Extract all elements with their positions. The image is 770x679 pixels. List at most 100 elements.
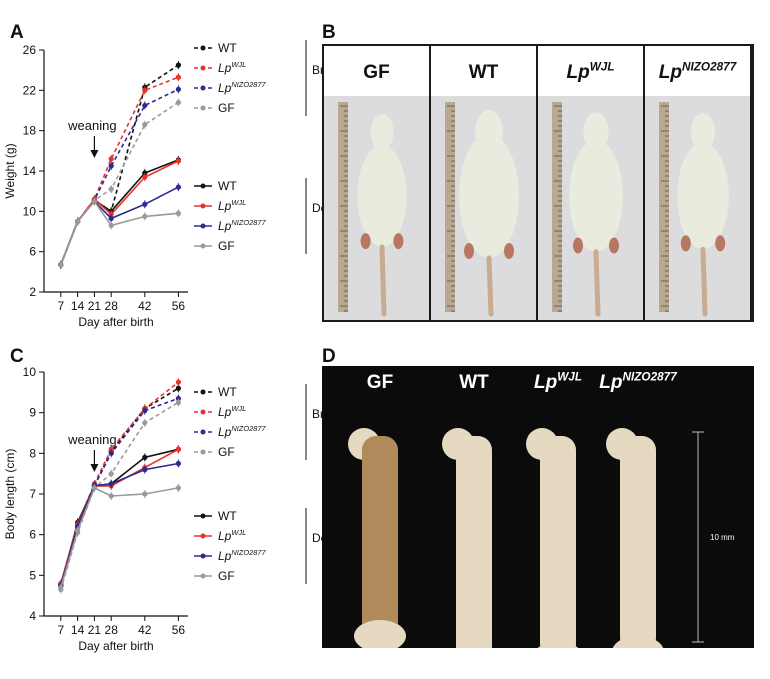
x-axis-label: Day after birth xyxy=(78,315,153,329)
data-point xyxy=(175,399,181,406)
series-line xyxy=(60,448,179,584)
series-line xyxy=(60,486,179,588)
weaning-annotation: weaning xyxy=(67,432,116,447)
x-tick-label: 28 xyxy=(105,623,119,637)
y-tick-label: 8 xyxy=(29,446,36,460)
series-line xyxy=(60,381,179,584)
x-tick-label: 7 xyxy=(57,299,64,313)
data-point xyxy=(142,467,148,473)
legend-entry: LpWJL xyxy=(218,404,246,419)
data-point xyxy=(142,201,148,207)
data-point xyxy=(75,218,81,225)
data-point xyxy=(58,262,64,268)
data-point xyxy=(108,450,114,456)
series-line xyxy=(60,64,179,266)
data-point xyxy=(175,86,181,92)
x-tick-label: 56 xyxy=(172,299,186,313)
legend-entry: LpNIZO2877 xyxy=(218,218,267,233)
mouse-foot xyxy=(464,243,474,259)
legend-marker xyxy=(200,553,206,559)
legend-marker xyxy=(200,243,206,249)
legend-marker xyxy=(200,105,206,111)
y-tick-label: 4 xyxy=(29,609,36,623)
ruler xyxy=(338,102,348,312)
data-point xyxy=(142,213,148,219)
legend-marker xyxy=(200,389,206,395)
data-point xyxy=(108,186,114,192)
data-point xyxy=(58,584,64,591)
legend-marker xyxy=(200,85,206,91)
data-point xyxy=(175,158,181,164)
mouse-tail xyxy=(593,249,601,317)
y-tick-label: 26 xyxy=(23,43,37,57)
femur-shaft xyxy=(362,436,398,636)
y-tick-label: 9 xyxy=(29,406,36,420)
y-tick-label: 10 xyxy=(23,365,37,379)
weaning-annotation: weaning xyxy=(67,118,116,133)
panel-label-b: B xyxy=(322,22,336,43)
mouse-head xyxy=(583,112,609,152)
data-point xyxy=(175,184,181,190)
mouse-tail xyxy=(700,246,708,317)
mouse-body xyxy=(459,134,519,258)
data-point xyxy=(175,379,181,385)
series-line xyxy=(60,88,179,266)
femur-condyle xyxy=(448,644,500,676)
weaning-arrow-head xyxy=(90,150,99,158)
legend-entry: LpNIZO2877 xyxy=(218,80,267,95)
femur-condyle xyxy=(354,620,406,652)
data-point xyxy=(91,485,97,491)
legend-entry: WT xyxy=(218,509,237,523)
data-point xyxy=(175,62,181,68)
ruler xyxy=(552,102,562,312)
bone-label: WT xyxy=(459,372,489,393)
mouse-label: LpNIZO2877 xyxy=(659,60,737,83)
legend-marker xyxy=(200,409,206,415)
y-tick-label: 5 xyxy=(29,568,36,582)
mouse-head xyxy=(475,110,503,154)
data-point xyxy=(175,395,181,402)
mouse-label: LpWJL xyxy=(566,60,614,83)
legend-entry: LpWJL xyxy=(218,60,246,75)
series-line xyxy=(60,387,179,586)
legend-marker xyxy=(200,513,206,519)
series-line xyxy=(60,462,179,586)
femur-photo-panel: GF WT LpWJL LpNIZO2877 10 mm xyxy=(322,366,754,676)
legend-entry: LpNIZO2877 xyxy=(218,424,267,439)
mouse-foot xyxy=(609,237,619,254)
data-point xyxy=(142,454,148,460)
legend-entry: LpWJL xyxy=(218,528,246,543)
legend-marker xyxy=(200,203,206,209)
data-point xyxy=(108,493,114,499)
y-tick-label: 7 xyxy=(29,487,36,501)
mouse-body xyxy=(357,145,407,247)
data-point xyxy=(142,122,148,128)
x-tick-label: 21 xyxy=(88,623,102,637)
femur-shaft xyxy=(456,436,492,660)
x-tick-label: 7 xyxy=(57,623,64,637)
panel-label-c: C xyxy=(10,346,24,367)
y-tick-label: 10 xyxy=(23,204,37,218)
data-point xyxy=(175,385,181,391)
data-point xyxy=(142,408,148,414)
bone-label: LpNIZO2877 xyxy=(599,370,677,393)
data-point xyxy=(108,471,114,477)
data-point xyxy=(108,215,114,221)
mouse-tail xyxy=(486,255,494,317)
y-tick-label: 18 xyxy=(23,124,37,138)
x-tick-label: 42 xyxy=(138,623,152,637)
series-line xyxy=(60,186,179,266)
legend-marker xyxy=(200,429,206,435)
ruler xyxy=(659,102,669,312)
mouse-foot xyxy=(393,233,404,250)
mice-photo: GF WT LpWJL LpNIZO2877 xyxy=(324,46,750,320)
data-point xyxy=(142,87,148,93)
y-tick-label: 6 xyxy=(29,528,36,542)
legend-marker xyxy=(200,449,206,455)
legend-entry: GF xyxy=(218,445,235,459)
x-axis-label: Day after birth xyxy=(78,639,153,653)
data-point xyxy=(175,460,181,467)
legend-entry: GF xyxy=(218,101,235,115)
